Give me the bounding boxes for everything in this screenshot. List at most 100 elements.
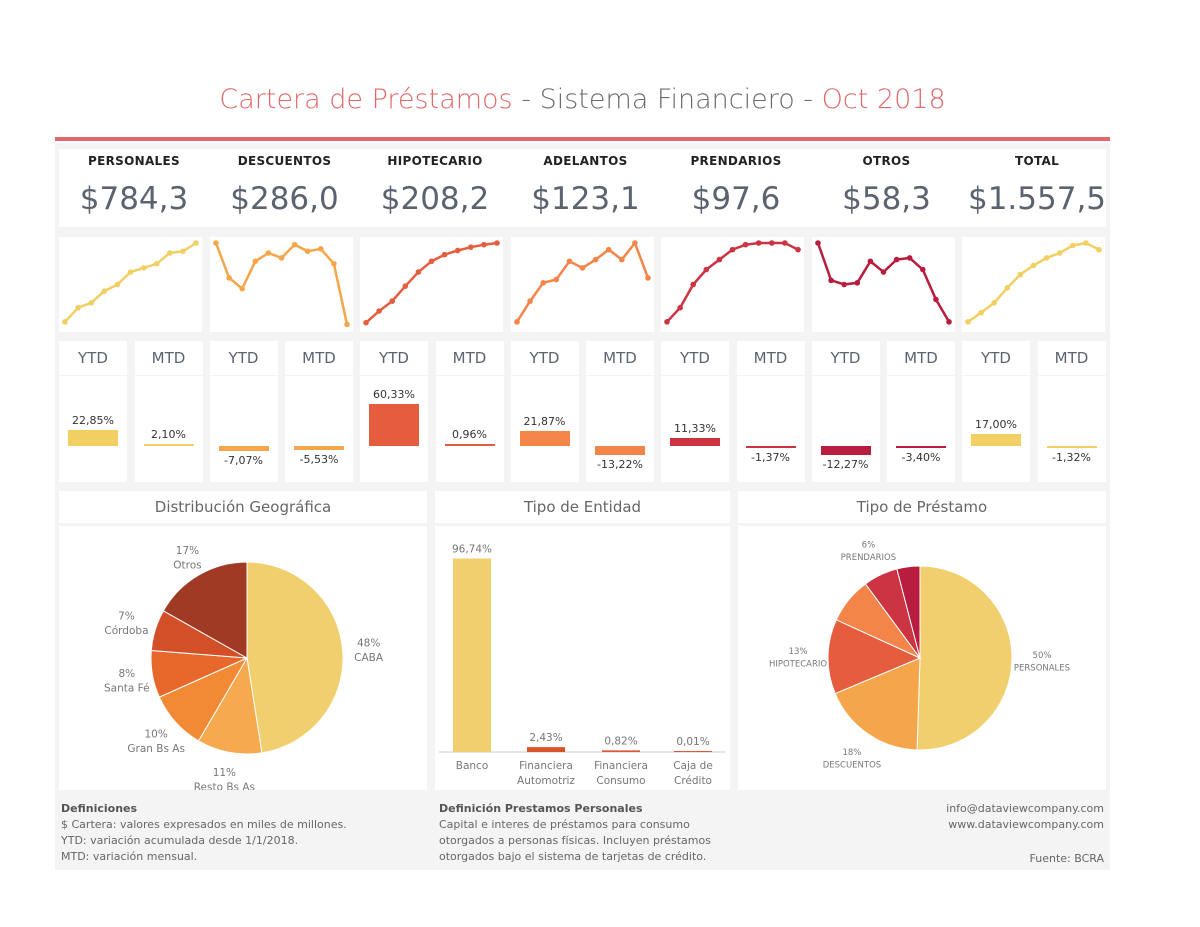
- mtd-bar: [444, 444, 495, 446]
- kpi-trend-panel: [59, 237, 202, 332]
- pie-category-label: PERSONALES: [1014, 663, 1070, 673]
- definitions-title: Definiciones: [61, 802, 138, 815]
- sparkline-point: [212, 240, 219, 246]
- personal-loans-line: Capital e interes de préstamos para cons…: [439, 818, 690, 831]
- definition-line: MTD: variación mensual.: [61, 850, 198, 863]
- pie-category-label: Córdoba: [104, 625, 148, 637]
- sparkline-point: [481, 241, 487, 248]
- bar-category-label: Financiera: [594, 760, 648, 772]
- contact-block: info@dataviewcompany.com www.dataviewcom…: [880, 801, 1104, 867]
- sparkline-line: [666, 241, 799, 323]
- ytd-label: YTD: [962, 341, 1030, 375]
- ytd-label: YTD: [510, 341, 579, 375]
- sparkline-point: [513, 319, 520, 325]
- sparkline-point: [1096, 246, 1102, 253]
- ytd-value: 60,33%: [373, 387, 415, 401]
- pie-slice: [896, 565, 921, 659]
- pie-category-label: PRENDARIOS: [841, 553, 896, 563]
- mtd-bar: [745, 446, 796, 448]
- sparkline-point: [153, 260, 160, 267]
- pie-pct-label: 11%: [213, 767, 236, 779]
- ytd-value: 11,33%: [674, 422, 716, 436]
- sparkline-line: [515, 240, 649, 323]
- sparkline-point: [376, 308, 382, 314]
- mtd-value: -1,32%: [1052, 451, 1091, 464]
- sparkline-point: [265, 250, 271, 256]
- sparkline-point: [494, 240, 500, 246]
- pie-slice: [162, 561, 248, 659]
- mtd-label: MTD: [736, 341, 805, 375]
- pie-slice: [827, 619, 922, 695]
- sparkline-point: [225, 275, 232, 281]
- sparkline-point: [978, 309, 984, 316]
- trend-sparkline: [814, 240, 952, 325]
- definition-line: $ Cartera: valores expresados en miles d…: [61, 818, 347, 831]
- ytd-bar-panel: -12,27%: [811, 376, 880, 482]
- bar-category-label: Automotriz: [517, 775, 575, 787]
- pie-category-label: Resto Bs As: [194, 781, 255, 790]
- mtd-value: -1,37%: [751, 451, 790, 464]
- kpi-label: TOTAL: [1014, 154, 1060, 168]
- mtd-value: 2,10%: [151, 428, 186, 441]
- sparkline-point: [716, 256, 723, 263]
- bar-value-label: 0,82%: [604, 735, 637, 747]
- pie-pct-label: 7%: [118, 610, 135, 622]
- sparkline-point: [827, 277, 834, 284]
- pie-pct-label: 18%: [842, 748, 861, 758]
- geo-pie-panel: 48% CABA 11% Resto Bs As 10% Gran Bs As 8% Sant…: [59, 526, 427, 793]
- sparkline-point: [742, 241, 749, 248]
- sparkline-point: [919, 266, 926, 273]
- kpi-trend-panel: [811, 237, 955, 332]
- mtd-value: 0,96%: [452, 428, 487, 441]
- mtd-bar-panel: -3,40%: [887, 376, 955, 482]
- sparkline-point: [454, 247, 461, 254]
- entidad-bar: [674, 751, 712, 752]
- prestamo-pie-chart: 50% PERSONALES 18% DESCUENTOS 13% HIPOTECARIO…: [769, 541, 1070, 771]
- ytd-label: YTD: [811, 341, 880, 375]
- sparkline-point: [644, 275, 651, 281]
- bar-category-label: Caja de: [673, 760, 713, 772]
- kpi-value: $123,1: [531, 181, 640, 217]
- sparkline-point: [965, 319, 971, 325]
- pie-slice: [834, 657, 921, 751]
- bar-category-label: Consumo: [596, 775, 645, 787]
- sparkline-point: [566, 258, 572, 265]
- ytd-label: YTD: [360, 341, 428, 375]
- contact-email[interactable]: info@dataviewcompany.com: [946, 802, 1104, 815]
- sparkline-point: [402, 283, 409, 289]
- definitions-block: Definiciones $ Cartera: valores expresad…: [61, 801, 401, 865]
- kpi-trend-panel: [962, 237, 1105, 332]
- sparkline-point: [991, 299, 997, 306]
- personal-loans-line: otorgados a personas físicas. Incluyen p…: [439, 834, 711, 847]
- sparkline-point: [769, 240, 775, 246]
- kpi-value: $208,2: [380, 181, 490, 217]
- mtd-bar: [1046, 446, 1097, 448]
- kpi-label: PERSONALES: [88, 154, 180, 168]
- mtd-bar-panel: 0,96%: [435, 376, 504, 482]
- pie-pct-label: 13%: [789, 647, 808, 657]
- entidad-section-title: Tipo de Entidad: [435, 491, 730, 523]
- mtd-label: MTD: [887, 341, 955, 375]
- ytd-value: -7,07%: [224, 453, 263, 467]
- trend-sparkline: [513, 240, 651, 325]
- kpi-trend-panel: [209, 237, 353, 332]
- sparkline-point: [291, 241, 297, 248]
- pie-pct-label: 50%: [1033, 651, 1052, 661]
- bar-value-label: 96,74%: [452, 544, 492, 556]
- sparkline-point: [605, 246, 611, 253]
- sparkline-point: [1070, 242, 1076, 249]
- pie-pct-label: 8%: [118, 668, 135, 680]
- kpi-value: $97,6: [691, 181, 781, 217]
- entidad-bar-panel: 96,74% Banco 2,43% Financiera Automotriz 0,82…: [435, 526, 730, 790]
- contact-website[interactable]: www.dataviewcompany.com: [948, 818, 1104, 831]
- ytd-bar: [519, 430, 570, 446]
- entidad-bar-chart: 96,74% Banco 2,43% Financiera Automotriz 0,82…: [439, 544, 726, 787]
- entidad-bar: [527, 747, 565, 752]
- bar-category-label: Financiera: [519, 760, 573, 772]
- mtd-bar: [595, 446, 645, 456]
- sparkline-point: [62, 319, 68, 325]
- pie-category-label: DESCUENTOS: [823, 760, 881, 770]
- sparkline-point: [932, 296, 939, 303]
- mtd-label: MTD: [435, 341, 504, 375]
- sparkline-point: [114, 281, 121, 288]
